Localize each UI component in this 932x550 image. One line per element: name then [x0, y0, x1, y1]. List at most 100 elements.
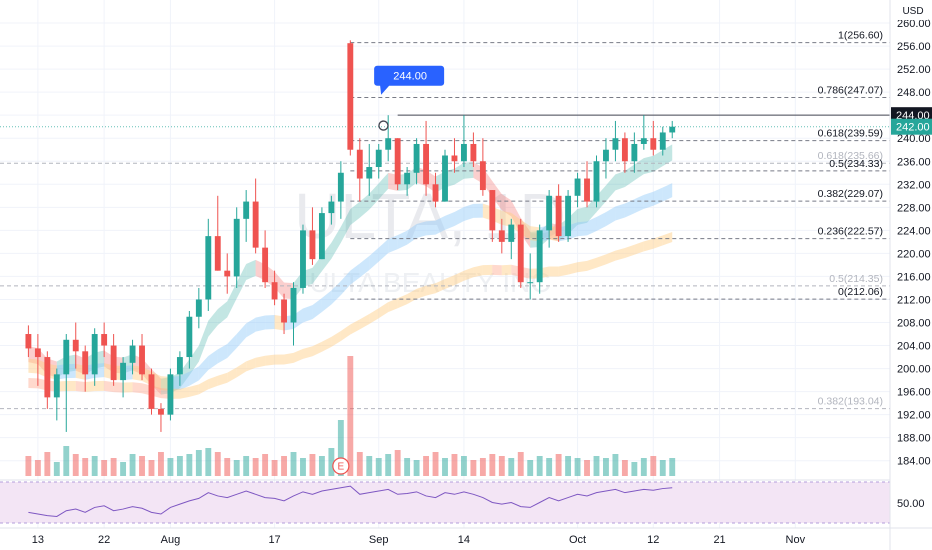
- volume-bar: [527, 460, 534, 476]
- earnings-marker-text: E: [338, 462, 345, 473]
- volume-bar: [148, 460, 155, 476]
- rsi-line: [28, 485, 673, 517]
- volume-bar: [158, 452, 164, 476]
- ma-ribbon-segment: [445, 211, 455, 230]
- price-callout-text: 244.00: [393, 71, 427, 83]
- ma-ribbon-segment: [217, 372, 228, 386]
- earnings-marker: [332, 457, 350, 475]
- candle-body: [375, 149, 382, 168]
- y-tick-label: 212.00: [897, 294, 931, 306]
- y-tick-label: 260.00: [897, 18, 931, 30]
- ma-ribbon-segment: [208, 309, 218, 337]
- ma-ribbon-segment: [653, 235, 663, 249]
- candle-body: [186, 316, 193, 358]
- ma-ribbon-segment: [350, 319, 360, 335]
- ma-ribbon-segment: [340, 324, 351, 342]
- ma-ribbon-segment: [388, 298, 398, 313]
- candle-body: [53, 374, 60, 398]
- volume-bar: [356, 452, 363, 476]
- volume-bar: [44, 452, 51, 476]
- candle-body: [25, 334, 32, 349]
- ma-ribbon-segment: [653, 150, 663, 172]
- ma-ribbon-segment: [482, 264, 493, 276]
- volume-bar: [129, 454, 136, 476]
- y-tick-label: 240.00: [897, 133, 931, 145]
- ma-ribbon-segment: [577, 260, 588, 273]
- ma-ribbon-segment: [634, 241, 644, 255]
- ma-ribbon-segment: [388, 235, 398, 254]
- price-callout: [374, 65, 445, 95]
- ma-ribbon-segment: [359, 314, 370, 330]
- volume-bar: [385, 454, 392, 476]
- volume-bar: [110, 458, 117, 476]
- rsi-band: [0, 482, 890, 523]
- ma-ribbon-segment: [104, 380, 114, 393]
- ma-ribbon-segment: [416, 285, 427, 299]
- volume-bar: [262, 454, 269, 476]
- ma-ribbon-segment: [624, 244, 635, 259]
- candle-body: [195, 299, 202, 317]
- ma-ribbon-segment: [473, 265, 483, 278]
- candle-body: [593, 161, 600, 202]
- volume-bar: [659, 460, 666, 476]
- ma-ribbon-segment: [189, 366, 199, 386]
- candle-body: [82, 351, 89, 375]
- ma-ribbon-segment: [605, 250, 616, 265]
- ma-ribbon-segment: [179, 386, 190, 399]
- ma-ribbon-segment: [265, 354, 275, 366]
- ma-ribbon-segment: [179, 359, 190, 389]
- candle-body: [498, 230, 505, 242]
- ma-ribbon-segment: [302, 346, 313, 359]
- ma-ribbon-segment: [246, 259, 256, 281]
- candle-body: [309, 230, 316, 260]
- ma-ribbon-segment: [312, 255, 322, 284]
- y-tick-label: 224.00: [897, 225, 931, 237]
- y-tick-label: 196.00: [897, 387, 931, 399]
- y-tick-label: 256.00: [897, 41, 931, 53]
- volume-bar: [176, 456, 183, 476]
- ma-ribbon-segment: [643, 191, 654, 209]
- volume-bar: [72, 454, 79, 476]
- volume-bar: [233, 460, 240, 476]
- ma-ribbon-segment: [378, 302, 389, 319]
- ma-ribbon-segment: [501, 264, 512, 276]
- ma-ribbon-segment: [596, 254, 606, 268]
- ma-ribbon-segment: [28, 377, 38, 389]
- volume-bar: [205, 448, 212, 476]
- ma-ribbon-segment: [369, 308, 379, 325]
- candle-body: [214, 236, 221, 271]
- ma-ribbon-segment: [189, 345, 199, 376]
- volume-bar: [603, 458, 609, 476]
- ma-ribbon-segment: [321, 290, 332, 312]
- fib-level-label: 0.382(193.04): [818, 396, 883, 408]
- ma-ribbon-segment: [662, 183, 673, 202]
- ma-ribbon-segment: [454, 206, 464, 226]
- y-tick-label: 192.00: [897, 410, 931, 422]
- ma-ribbon-segment: [179, 371, 190, 391]
- ma-ribbon-segment: [473, 203, 483, 218]
- watermark-name: ULTA BEAUTY INC: [309, 267, 550, 298]
- volume-bar: [413, 460, 420, 476]
- candle-body: [603, 149, 609, 162]
- candle-body: [300, 230, 306, 288]
- volume-bar: [640, 458, 647, 476]
- currency-button[interactable]: USD: [898, 3, 928, 20]
- ma-ribbon-segment: [217, 343, 228, 364]
- volume-bar: [224, 458, 231, 476]
- volume-bar: [53, 462, 60, 476]
- ma-ribbon-segment: [312, 297, 322, 320]
- y-tick-label: 216.00: [897, 271, 931, 283]
- candle-body: [394, 138, 401, 185]
- candle-body: [63, 339, 70, 375]
- ma-ribbon-segment: [331, 281, 341, 305]
- volume-bar: [318, 456, 325, 476]
- ma-ribbon-segment: [198, 379, 209, 395]
- ma-ribbon-segment: [463, 203, 474, 221]
- volume-bar: [328, 448, 335, 476]
- candle-body: [385, 138, 392, 150]
- volume-bar: [366, 456, 373, 476]
- ma-ribbon-segment: [624, 164, 635, 187]
- rsi-axis-label: 50.00: [897, 498, 925, 510]
